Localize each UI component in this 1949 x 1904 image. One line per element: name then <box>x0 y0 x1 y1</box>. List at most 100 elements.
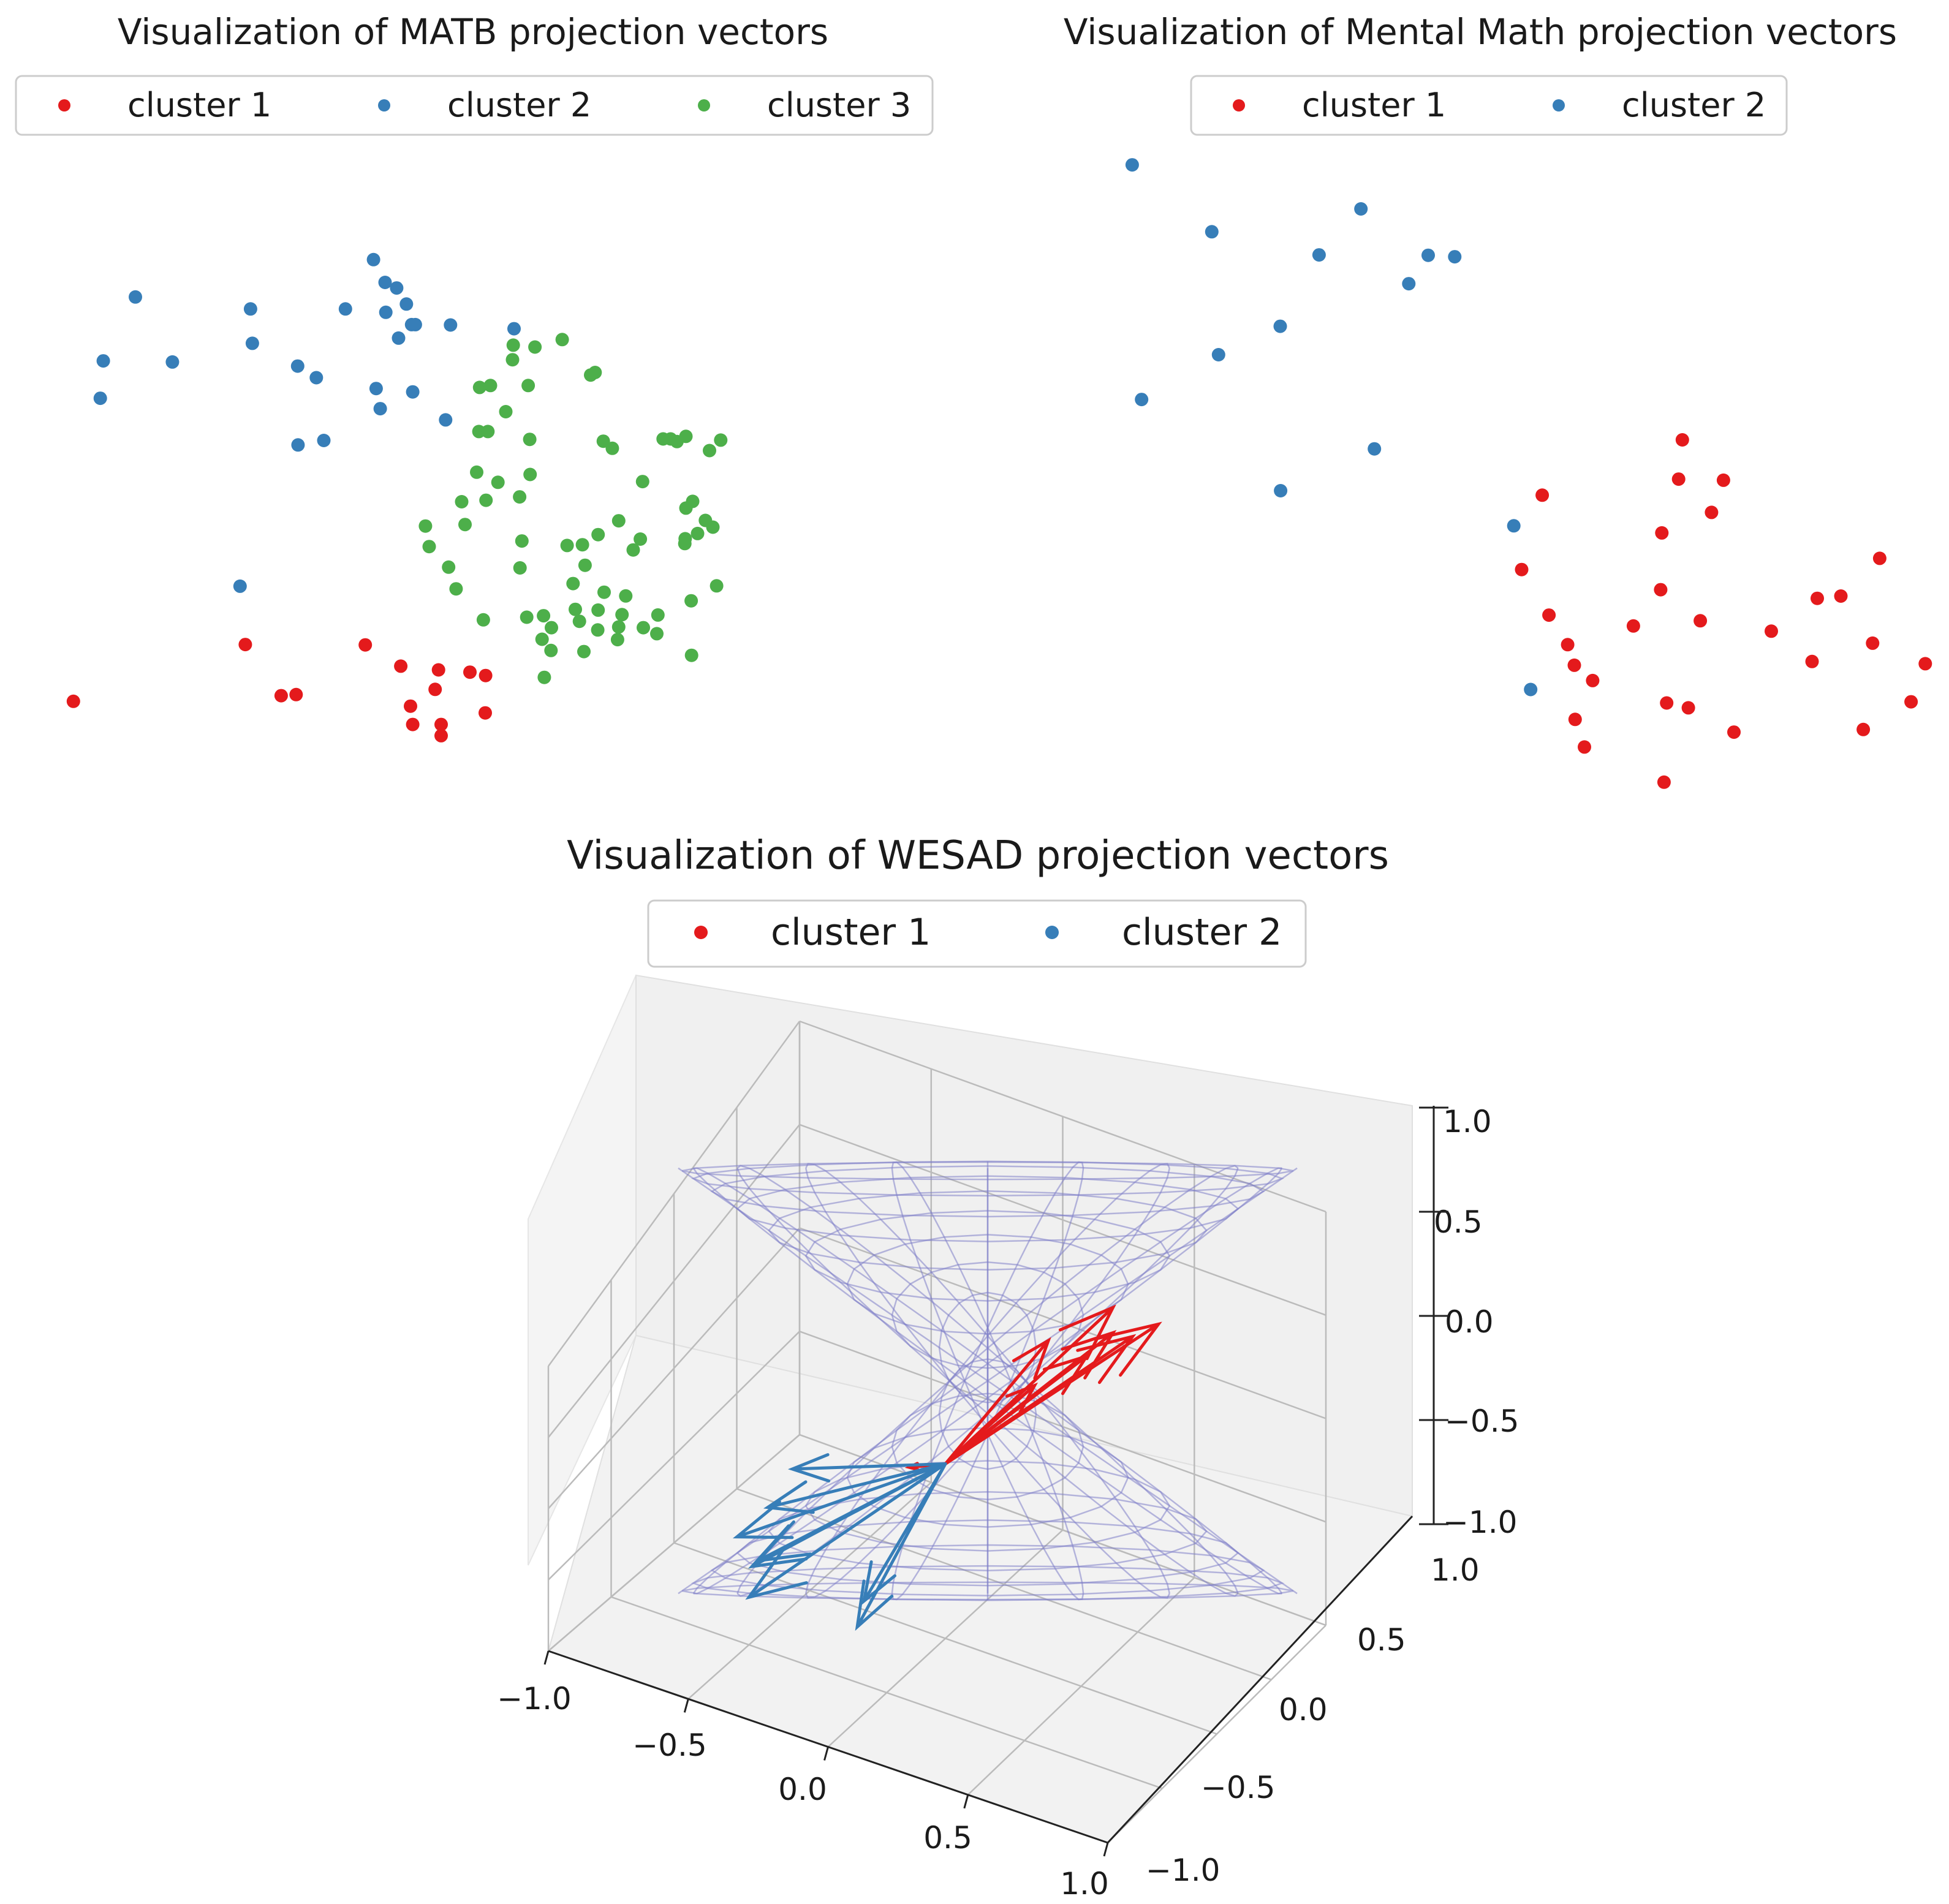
matb-point-cluster-3-62 <box>679 429 693 444</box>
matb-point-cluster-3-31 <box>560 538 574 553</box>
matb-legend-label-cluster-3: cluster 3 <box>767 86 911 124</box>
matb-point-cluster-3-49 <box>615 608 629 622</box>
matb-point-cluster-1-7 <box>406 717 420 731</box>
matb-point-cluster-2-9 <box>309 371 324 385</box>
matb-panel: Visualization of MATB projection vectors… <box>15 11 934 742</box>
mental-math-point-cluster-1-0 <box>1515 562 1529 576</box>
mental-math-point-cluster-1-2 <box>1542 608 1556 622</box>
mental-math-point-cluster-2-4 <box>1273 319 1287 333</box>
vector-cluster-1-2 <box>944 1337 1051 1465</box>
back-grid-z-3 <box>799 1124 1326 1316</box>
left-grid-z-2 <box>548 1227 800 1509</box>
matb-point-cluster-3-54 <box>637 621 650 635</box>
mental-math-point-cluster-1-4 <box>1567 658 1581 672</box>
matb-point-cluster-3-52 <box>634 532 648 546</box>
mental-math-points <box>1125 158 1932 789</box>
mental-math-point-cluster-1-12 <box>1660 696 1674 710</box>
wesad-vectors <box>732 1304 1162 1631</box>
matb-point-cluster-3-72 <box>714 433 728 447</box>
z-tick-label-0: −1.0 <box>1443 1505 1517 1540</box>
mental-math-point-cluster-1-5 <box>1568 712 1582 727</box>
matb-point-cluster-2-8 <box>291 438 305 452</box>
floor-grid-y-3 <box>736 1488 1272 1680</box>
x-tick-label-3: 0.5 <box>923 1820 972 1856</box>
mental-math-point-cluster-2-5 <box>1274 484 1288 497</box>
matb-legend: cluster 1 cluster 2 cluster 3 <box>15 75 934 136</box>
matb-point-cluster-2-5 <box>243 302 257 316</box>
matb-point-cluster-1-12 <box>463 665 477 679</box>
matb-point-cluster-2-13 <box>373 402 387 416</box>
matb-legend-label-cluster-2: cluster 2 <box>447 86 591 124</box>
matb-point-cluster-3-21 <box>523 433 537 447</box>
wesad-ticks: −1.0 −0.5 0.0 0.5 1.0 −1.0 −0.5 0.0 0.5 1.0 −1.0 −0… <box>497 1104 1519 1902</box>
sphere-parallel-2 <box>691 1160 1284 1197</box>
matb-point-cluster-3-23 <box>523 467 537 482</box>
sphere-parallel-13 <box>846 1427 1129 1528</box>
mental-math-point-cluster-1-1 <box>1535 488 1550 502</box>
mental-math-point-cluster-2-13 <box>1524 682 1538 697</box>
mental-math-point-cluster-1-7 <box>1586 673 1600 687</box>
wesad-panel: Visualization of WESAD projection vector… <box>497 833 1519 1902</box>
matb-point-cluster-2-1 <box>93 391 107 406</box>
matb-point-cluster-3-30 <box>555 333 569 347</box>
matb-point-cluster-3-39 <box>588 366 602 379</box>
matb-point-cluster-2-25 <box>507 322 521 336</box>
matb-point-cluster-3-13 <box>491 475 505 489</box>
matb-point-cluster-2-4 <box>233 579 247 593</box>
wesad-legend: cluster 1 cluster 2 <box>647 899 1307 968</box>
matb-legend-label-cluster-1: cluster 1 <box>127 86 271 124</box>
x-tick-label-1: −0.5 <box>632 1728 706 1763</box>
mental-math-point-cluster-1-14 <box>1675 433 1689 447</box>
matb-point-cluster-2-3 <box>165 355 180 369</box>
mental-math-legend-frame <box>1190 75 1788 136</box>
mental-math-point-cluster-2-7 <box>1354 202 1368 216</box>
mental-math-legend-marker-cluster-2 <box>1553 99 1565 111</box>
mental-math-point-cluster-1-27 <box>1904 695 1918 709</box>
matb-point-cluster-3-0 <box>418 519 433 533</box>
matb-point-cluster-3-56 <box>651 608 665 622</box>
matb-point-cluster-2-16 <box>379 305 393 319</box>
matb-point-cluster-3-11 <box>481 425 495 439</box>
matb-point-cluster-1-6 <box>404 699 417 713</box>
sphere-parallel-3 <box>710 1165 1265 1218</box>
vector-cluster-2-6 <box>861 1462 947 1605</box>
matb-point-cluster-3-29 <box>544 643 558 657</box>
matb-point-cluster-1-11 <box>434 728 448 742</box>
matb-point-cluster-2-2 <box>129 290 142 304</box>
matb-point-cluster-3-44 <box>597 585 611 599</box>
matb-point-cluster-1-13 <box>479 706 492 720</box>
back-grid-z-4 <box>799 1020 1326 1213</box>
matb-point-cluster-3-63 <box>678 532 692 546</box>
mental-math-point-cluster-1-23 <box>1834 589 1848 603</box>
z-tick-label-3: 0.5 <box>1434 1204 1483 1240</box>
matb-point-cluster-3-1 <box>422 540 436 554</box>
matb-point-cluster-3-28 <box>545 621 558 635</box>
x-tick-mark-2 <box>823 1747 829 1761</box>
x-tick-label-2: 0.0 <box>778 1772 827 1807</box>
matb-point-cluster-3-55 <box>650 627 664 641</box>
matb-point-cluster-3-53 <box>635 475 649 489</box>
y-tick-label-3: 0.5 <box>1357 1622 1406 1658</box>
matb-point-cluster-3-48 <box>611 514 626 528</box>
matb-point-cluster-3-41 <box>591 623 605 637</box>
matb-point-cluster-1-2 <box>274 689 288 703</box>
sphere-parallel-5 <box>768 1190 1208 1271</box>
matb-point-cluster-2-15 <box>378 276 392 289</box>
x-tick-mark-4 <box>1103 1842 1109 1857</box>
matb-point-cluster-3-33 <box>569 602 582 616</box>
x-tick-mark-1 <box>683 1698 689 1713</box>
mental-math-panel: Visualization of Mental Math projection … <box>1064 11 1932 789</box>
matb-point-cluster-3-26 <box>537 609 551 623</box>
sphere-parallel-12 <box>891 1392 1084 1500</box>
wesad-legend-label-cluster-2: cluster 2 <box>1122 911 1282 954</box>
sphere-parallel-19 <box>681 1581 1294 1601</box>
mental-math-legend-marker-cluster-1 <box>1233 99 1245 111</box>
mental-math-point-cluster-1-22 <box>1811 591 1824 605</box>
matb-point-cluster-3-2 <box>442 560 456 574</box>
matb-point-cluster-2-22 <box>408 317 422 331</box>
matb-point-cluster-3-32 <box>566 576 580 591</box>
mental-math-point-cluster-2-3 <box>1211 348 1225 361</box>
matb-point-cluster-3-24 <box>528 340 542 354</box>
mental-math-point-cluster-1-25 <box>1866 636 1880 650</box>
mental-math-point-cluster-1-28 <box>1918 657 1932 671</box>
